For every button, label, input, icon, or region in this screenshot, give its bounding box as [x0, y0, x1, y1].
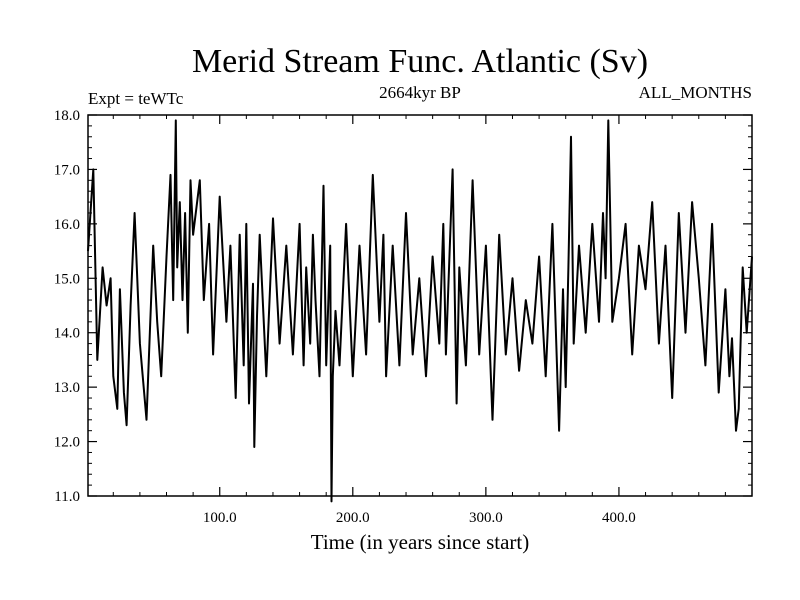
y-tick-label: 17.0: [54, 162, 80, 178]
x-axis-label: Time (in years since start): [311, 530, 530, 554]
x-tick-label: 300.0: [469, 510, 503, 526]
y-tick-label: 12.0: [54, 435, 80, 451]
y-tick-label: 14.0: [54, 326, 80, 342]
y-tick-label: 11.0: [54, 489, 80, 505]
tick-labels: 11.0 12.0 13.0 14.0 15.0 16.0 17.0 18.0 100.0 200…: [54, 108, 636, 526]
series-line: [87, 119, 753, 503]
plot-frame: [87, 114, 753, 497]
x-tick-label: 400.0: [602, 510, 636, 526]
y-tick-label: 16.0: [54, 217, 80, 233]
chart-title: Merid Stream Func. Atlantic (Sv): [192, 43, 648, 80]
x-tick-label: 100.0: [203, 510, 237, 526]
y-tick-label: 13.0: [54, 380, 80, 396]
subtitle-right: ALL_MONTHS: [639, 83, 752, 102]
subtitle-center: 2664kyr BP: [379, 83, 461, 102]
y-tick-label: 18.0: [54, 108, 80, 124]
subtitle-left: Expt = teWTc: [88, 89, 184, 108]
x-tick-label: 200.0: [336, 510, 370, 526]
y-tick-label: 15.0: [54, 271, 80, 287]
